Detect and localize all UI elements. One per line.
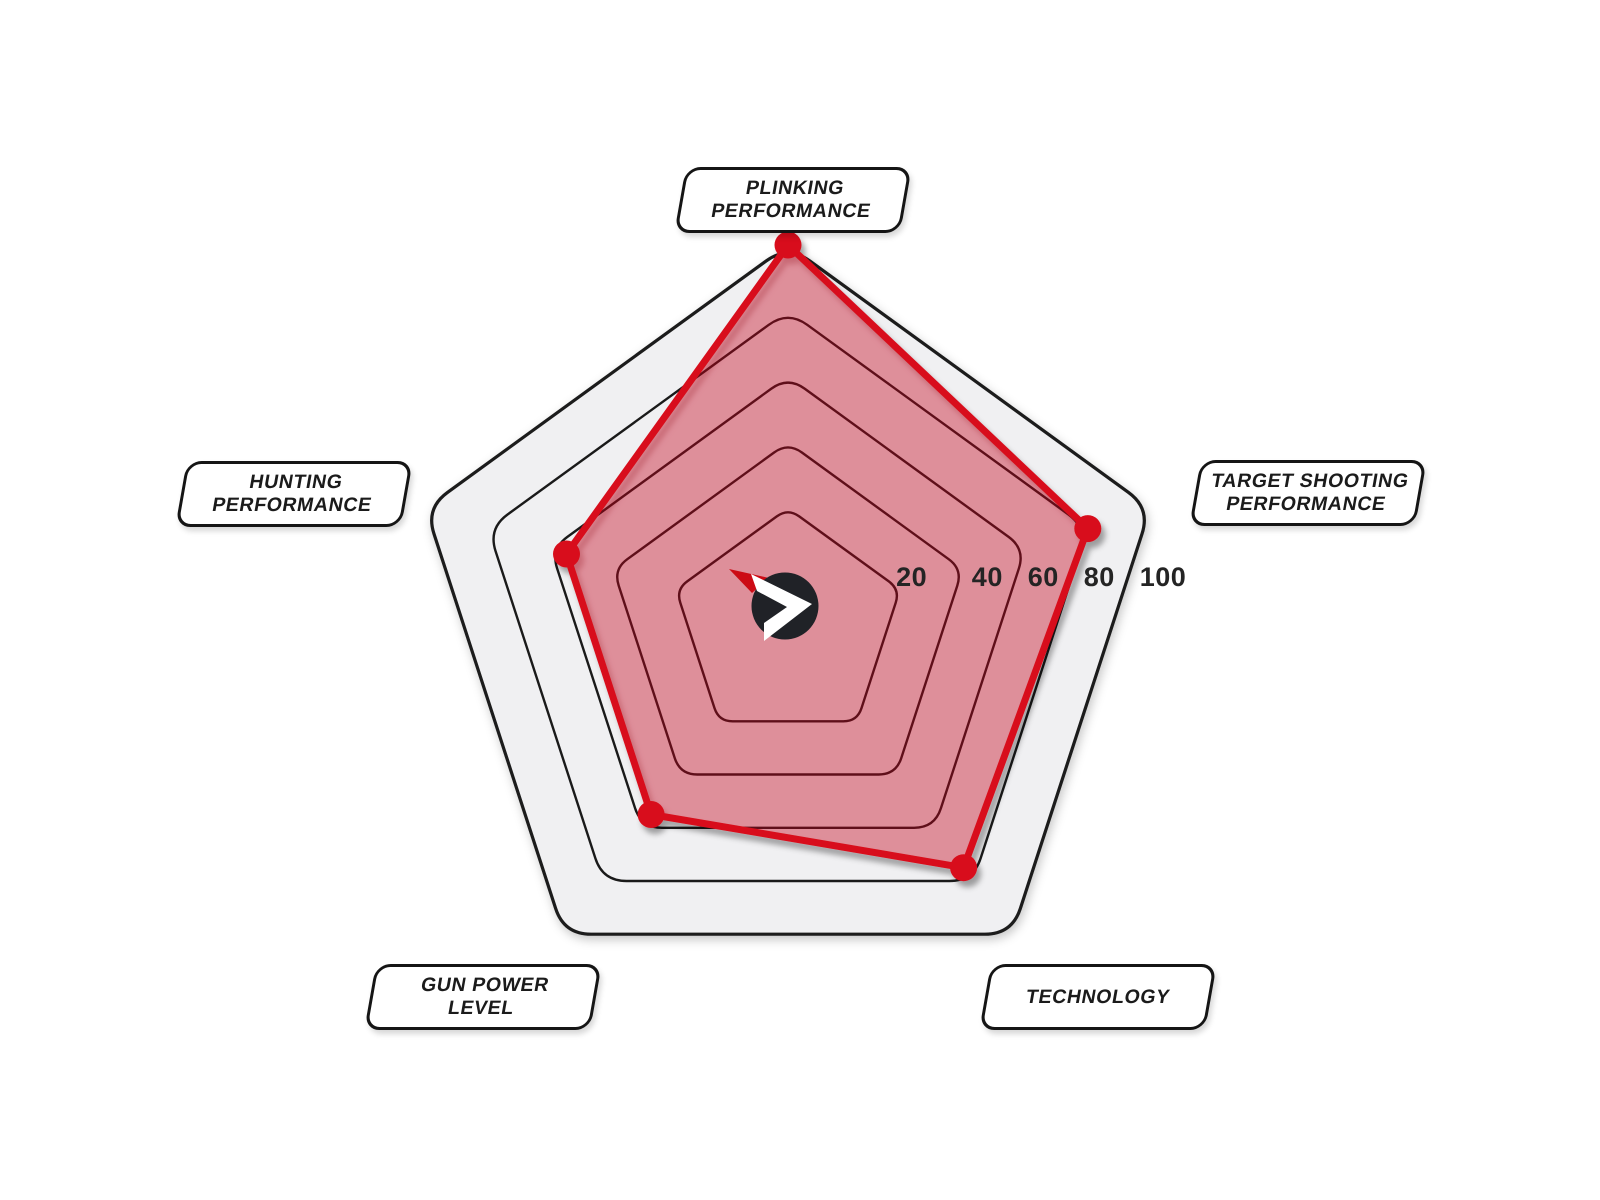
axis-label-text: TECHNOLOGY (1024, 985, 1172, 1008)
logo-chevron-icon (751, 574, 812, 641)
axis-label-target-shooting: TARGET SHOOTING PERFORMANCE (1189, 460, 1427, 526)
scale-tick-label: 100 (1140, 562, 1187, 592)
scale-tick-label: 80 (1084, 562, 1115, 592)
data-polygon (563, 241, 1092, 872)
axis-label-text: TARGET SHOOTING PERFORMANCE (1209, 470, 1411, 515)
brand-logo (729, 569, 819, 641)
data-series (553, 231, 1102, 882)
axis-label-technology: TECHNOLOGY (979, 964, 1217, 1030)
axis-label-gun-power: GUN POWER LEVEL (364, 964, 602, 1030)
scale-tick-label: 40 (972, 562, 1003, 592)
data-point-technology (950, 854, 978, 882)
logo-red-wedge-icon (729, 569, 769, 593)
data-point-gun_power (637, 801, 665, 828)
data-point-hunting (553, 540, 580, 568)
axis-label-hunting: HUNTING PERFORMANCE (175, 461, 413, 527)
axis-label-text: PLINKING PERFORMANCE (709, 177, 873, 222)
scale-tick-label: 60 (1028, 562, 1059, 592)
scale-tick-label: 20 (896, 562, 927, 592)
axis-label-text: GUN POWER LEVEL (419, 974, 551, 1019)
axis-label-text: HUNTING PERFORMANCE (210, 471, 374, 516)
data-point-target_shooting (1074, 515, 1102, 543)
data-point-plinking (774, 231, 802, 259)
axis-label-plinking: PLINKING PERFORMANCE (674, 167, 912, 233)
